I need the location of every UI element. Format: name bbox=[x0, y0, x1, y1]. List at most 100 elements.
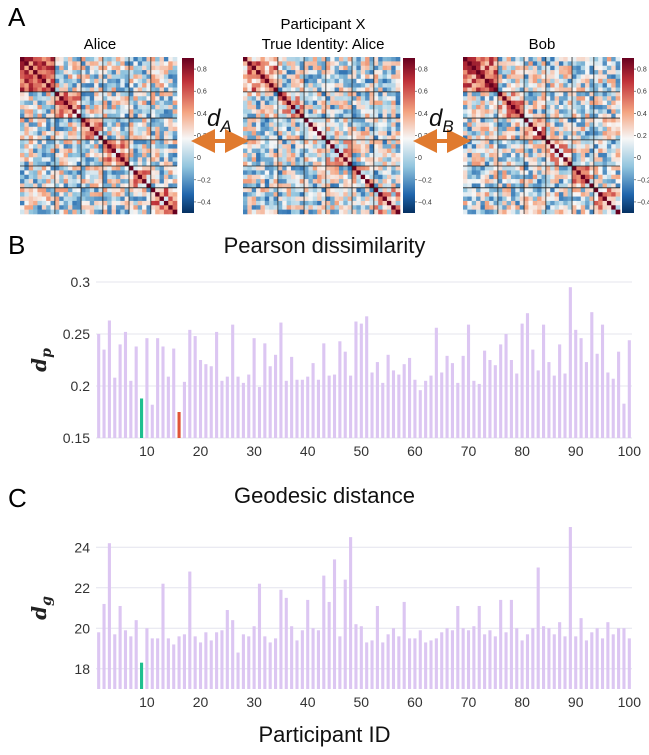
bar-participant-27 bbox=[236, 652, 240, 689]
matrix-title-participant-line1: Participant X bbox=[280, 16, 366, 33]
bar-participant-6 bbox=[123, 630, 128, 689]
bar-participant-15 bbox=[172, 348, 176, 438]
bar-participant-25 bbox=[225, 376, 229, 438]
bar-participant-15 bbox=[172, 644, 176, 689]
bar-participant-91 bbox=[579, 618, 583, 689]
bar-participant-56 bbox=[391, 370, 396, 438]
chart-pearson-dissimilarity: 0.15 0.2 0.25 0.3 10 20 30 40 50 60 70 80 90 100 dp bbox=[27, 274, 641, 459]
x-axis-label: Participant ID bbox=[258, 722, 391, 747]
bar-participant-86 bbox=[552, 375, 556, 438]
chart-title-geodesic: Geodesic distance bbox=[234, 483, 415, 508]
bar-participant-81 bbox=[525, 313, 530, 438]
x-tick-label: 80 bbox=[514, 443, 530, 459]
bar-participant-31 bbox=[257, 583, 262, 689]
bar-participant-30 bbox=[252, 338, 256, 438]
x-tick-label: 80 bbox=[514, 694, 530, 710]
bar-participant-30 bbox=[252, 626, 256, 689]
correlation-matrices: 0.80.60.40.20−0.2−0.40.80.60.40.20−0.2−0… bbox=[20, 57, 649, 215]
colorbar-tick-label: 0.2 bbox=[637, 133, 647, 140]
bar-participant-88 bbox=[563, 636, 567, 689]
bar-participant-20 bbox=[198, 642, 203, 689]
colorbar-tick-label: 0.4 bbox=[418, 111, 428, 118]
bar-participant-95 bbox=[600, 324, 605, 438]
bar-participant-17 bbox=[182, 634, 186, 689]
bar-participant-69 bbox=[461, 628, 465, 689]
matrix-participant-x bbox=[243, 57, 401, 215]
x-tick-label: 50 bbox=[354, 694, 370, 710]
bar-participant-73 bbox=[483, 350, 487, 438]
x-tick-label: 20 bbox=[193, 694, 209, 710]
bar-participant-47 bbox=[343, 579, 347, 689]
bar-participant-78 bbox=[509, 599, 513, 689]
x-tick-label: 30 bbox=[246, 694, 262, 710]
bar-participant-37 bbox=[290, 356, 294, 438]
bar-participant-67 bbox=[450, 630, 454, 689]
bar-participant-48 bbox=[349, 537, 353, 689]
bar-participant-20 bbox=[198, 360, 203, 438]
bar-participant-19 bbox=[193, 636, 197, 689]
matrix-bob bbox=[463, 57, 621, 215]
colorbar-tick-label: 0.8 bbox=[637, 67, 647, 74]
bar-participant-90 bbox=[574, 636, 578, 689]
bar-participant-32 bbox=[263, 343, 267, 438]
colorbar-tick-label: −0.2 bbox=[637, 177, 649, 184]
bar-participant-24 bbox=[220, 380, 224, 438]
bar-participant-66 bbox=[445, 355, 449, 438]
bar-participant-23 bbox=[215, 632, 219, 689]
bar-participant-40 bbox=[306, 599, 310, 689]
bar-participant-7 bbox=[129, 636, 133, 689]
bar-participant-14 bbox=[166, 638, 170, 689]
bar-participant-24 bbox=[220, 630, 224, 689]
x-tick-label: 10 bbox=[139, 694, 155, 710]
colorbar-tick-label: −0.4 bbox=[418, 199, 432, 206]
bar-participant-36 bbox=[284, 597, 288, 689]
bar-participant-53 bbox=[375, 362, 379, 438]
bar-participant-39 bbox=[300, 630, 304, 689]
colorbar-tick-label: 0.4 bbox=[197, 111, 207, 118]
bar-participant-52 bbox=[370, 372, 374, 438]
bar-participant-60 bbox=[413, 379, 417, 438]
bar-participant-78 bbox=[509, 360, 513, 438]
bar-participant-92 bbox=[584, 362, 588, 438]
bar-participant-21 bbox=[204, 632, 208, 689]
bar-participant-65 bbox=[440, 372, 444, 438]
bar-participant-11 bbox=[150, 404, 154, 438]
colorbar-0 bbox=[182, 58, 194, 213]
bar-participant-64 bbox=[434, 327, 438, 438]
bar-participant-89 bbox=[568, 527, 572, 689]
bar-participant-81 bbox=[525, 634, 530, 689]
colorbar-1 bbox=[403, 58, 415, 213]
bar-participant-16 bbox=[177, 412, 181, 438]
bar-participant-70 bbox=[466, 324, 471, 438]
y-tick-label: 22 bbox=[74, 580, 90, 596]
bar-participant-71 bbox=[472, 380, 476, 438]
x-tick-label: 50 bbox=[354, 443, 370, 459]
bar-participant-17 bbox=[182, 381, 186, 438]
bar-participant-41 bbox=[311, 628, 315, 689]
colorbar-tick-label: −0.4 bbox=[197, 199, 211, 206]
bar-participant-16 bbox=[177, 636, 181, 689]
bar-participant-52 bbox=[370, 640, 374, 689]
x-tick-label: 100 bbox=[618, 694, 642, 710]
bar-participant-27 bbox=[236, 376, 240, 438]
x-tick-label: 90 bbox=[568, 694, 584, 710]
bar-participant-29 bbox=[247, 374, 251, 438]
panel-label-a: A bbox=[8, 2, 26, 32]
bar-participant-13 bbox=[161, 346, 165, 438]
bar-participant-26 bbox=[231, 324, 235, 438]
bar-participant-13 bbox=[161, 583, 165, 689]
colorbar-tick-label: −0.2 bbox=[418, 177, 432, 184]
colorbar-tick-label: 0 bbox=[197, 155, 201, 162]
colorbar-2 bbox=[622, 58, 634, 213]
bar-participant-64 bbox=[434, 638, 438, 689]
bar-participant-87 bbox=[558, 622, 562, 689]
colorbar-tick-label: 0.8 bbox=[418, 67, 428, 74]
bar-participant-44 bbox=[327, 375, 331, 438]
label-db: dB bbox=[429, 105, 454, 136]
colorbar-tick-label: −0.4 bbox=[637, 199, 649, 206]
bar-participant-28 bbox=[241, 382, 245, 438]
x-tick-label: 10 bbox=[139, 443, 155, 459]
bar-participant-72 bbox=[477, 605, 481, 689]
bar-participant-48 bbox=[349, 375, 353, 438]
